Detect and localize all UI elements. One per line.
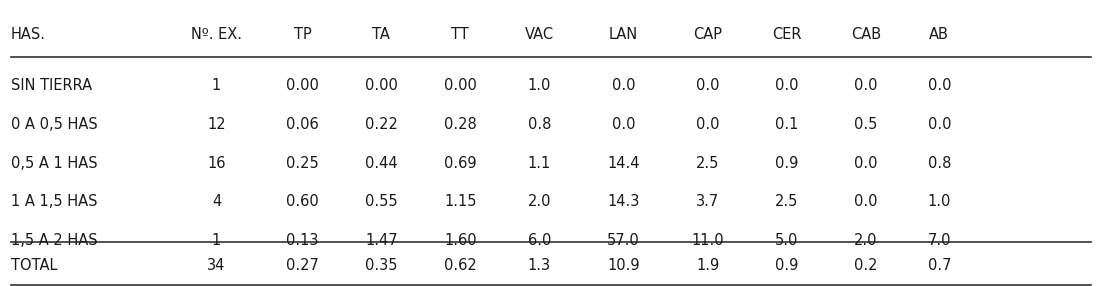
Text: 0.0: 0.0 <box>927 78 951 93</box>
Text: 0.69: 0.69 <box>444 156 477 170</box>
Text: 0.0: 0.0 <box>927 117 951 132</box>
Text: 0.5: 0.5 <box>854 117 878 132</box>
Text: 0.06: 0.06 <box>286 117 319 132</box>
Text: SIN TIERRA: SIN TIERRA <box>11 78 92 93</box>
Text: 0.0: 0.0 <box>854 194 878 209</box>
Text: 0.25: 0.25 <box>286 156 319 170</box>
Text: 1.47: 1.47 <box>365 233 398 248</box>
Text: 0.0: 0.0 <box>696 78 720 93</box>
Text: 0.8: 0.8 <box>527 117 551 132</box>
Text: 4: 4 <box>212 194 221 209</box>
Text: 0.0: 0.0 <box>854 156 878 170</box>
Text: 1.0: 1.0 <box>527 78 551 93</box>
Text: 34: 34 <box>207 259 226 273</box>
Text: VAC: VAC <box>525 27 553 42</box>
Text: 14.3: 14.3 <box>607 194 640 209</box>
Text: 1.15: 1.15 <box>444 194 477 209</box>
Text: 0 A 0,5 HAS: 0 A 0,5 HAS <box>11 117 98 132</box>
Text: 0.0: 0.0 <box>612 78 636 93</box>
Text: HAS.: HAS. <box>11 27 46 42</box>
Text: 0.7: 0.7 <box>927 259 951 273</box>
Text: 0.13: 0.13 <box>286 233 319 248</box>
Text: 11.0: 11.0 <box>692 233 724 248</box>
Text: 0,5 A 1 HAS: 0,5 A 1 HAS <box>11 156 98 170</box>
Text: 0.0: 0.0 <box>775 78 799 93</box>
Text: 2.0: 2.0 <box>854 233 878 248</box>
Text: 1.3: 1.3 <box>527 259 551 273</box>
Text: TA: TA <box>373 27 390 42</box>
Text: 0.62: 0.62 <box>444 259 477 273</box>
Text: 0.9: 0.9 <box>775 156 799 170</box>
Text: LAN: LAN <box>609 27 638 42</box>
Text: 7.0: 7.0 <box>927 233 951 248</box>
Text: 1.1: 1.1 <box>527 156 551 170</box>
Text: CER: CER <box>773 27 801 42</box>
Text: 0.27: 0.27 <box>286 259 319 273</box>
Text: 0.00: 0.00 <box>286 78 319 93</box>
Text: 1.60: 1.60 <box>444 233 477 248</box>
Text: 14.4: 14.4 <box>607 156 640 170</box>
Text: CAB: CAB <box>850 27 881 42</box>
Text: 2.5: 2.5 <box>696 156 720 170</box>
Text: 57.0: 57.0 <box>607 233 640 248</box>
Text: 6.0: 6.0 <box>527 233 551 248</box>
Text: 0.8: 0.8 <box>927 156 951 170</box>
Text: 0.0: 0.0 <box>854 78 878 93</box>
Text: 2.5: 2.5 <box>775 194 799 209</box>
Text: 2.0: 2.0 <box>527 194 551 209</box>
Text: TT: TT <box>452 27 469 42</box>
Text: TP: TP <box>294 27 311 42</box>
Text: Nº. EX.: Nº. EX. <box>191 27 242 42</box>
Text: 12: 12 <box>207 117 226 132</box>
Text: 0.9: 0.9 <box>775 259 799 273</box>
Text: 0.00: 0.00 <box>444 78 477 93</box>
Text: 0.55: 0.55 <box>365 194 398 209</box>
Text: 1,5 A 2 HAS: 1,5 A 2 HAS <box>11 233 98 248</box>
Text: 1.0: 1.0 <box>927 194 951 209</box>
Text: 0.00: 0.00 <box>365 78 398 93</box>
Text: 0.60: 0.60 <box>286 194 319 209</box>
Text: 0.2: 0.2 <box>854 259 878 273</box>
Text: 0.0: 0.0 <box>612 117 636 132</box>
Text: 3.7: 3.7 <box>696 194 720 209</box>
Text: 0.44: 0.44 <box>365 156 398 170</box>
Text: 0.35: 0.35 <box>365 259 398 273</box>
Text: AB: AB <box>929 27 949 42</box>
Text: 1 A 1,5 HAS: 1 A 1,5 HAS <box>11 194 98 209</box>
Text: CAP: CAP <box>694 27 722 42</box>
Text: 0.22: 0.22 <box>365 117 398 132</box>
Text: 0.0: 0.0 <box>696 117 720 132</box>
Text: 16: 16 <box>207 156 226 170</box>
Text: 1.9: 1.9 <box>696 259 720 273</box>
Text: 1: 1 <box>212 233 221 248</box>
Text: 0.1: 0.1 <box>775 117 799 132</box>
Text: 0.28: 0.28 <box>444 117 477 132</box>
Text: 1: 1 <box>212 78 221 93</box>
Text: TOTAL: TOTAL <box>11 259 57 273</box>
Text: 10.9: 10.9 <box>607 259 640 273</box>
Text: 5.0: 5.0 <box>775 233 799 248</box>
